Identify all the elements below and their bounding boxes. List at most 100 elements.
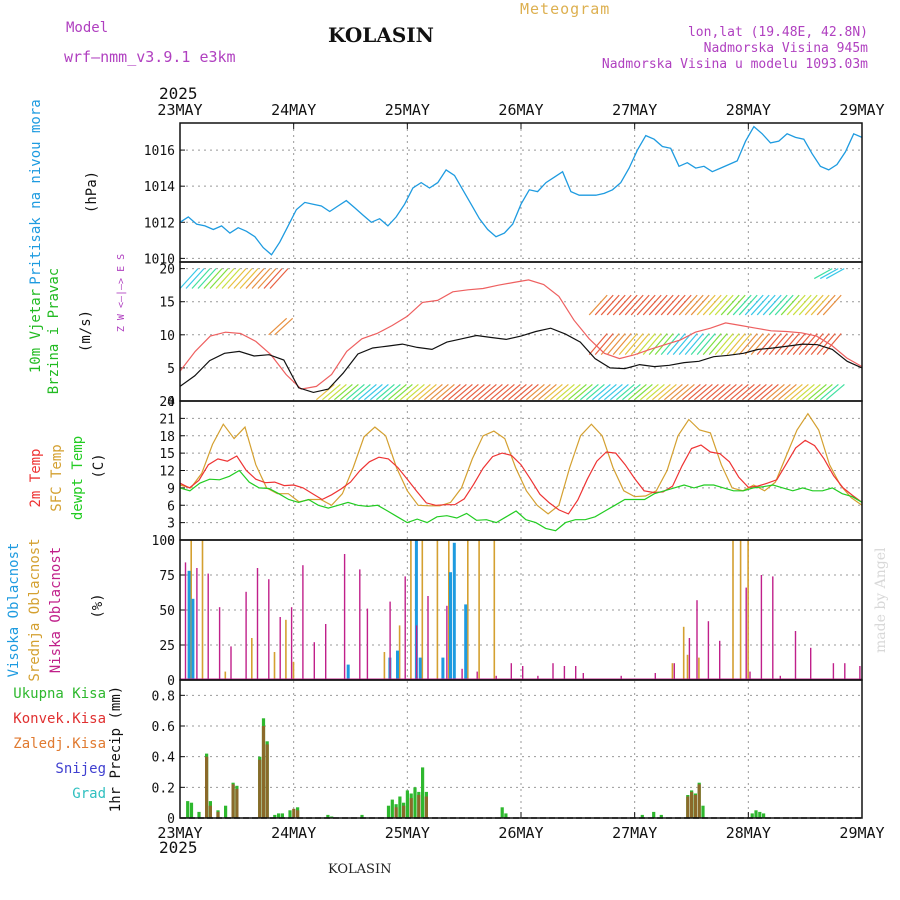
y-tick-label: 0 bbox=[167, 534, 175, 549]
precip-legend-4: Grad bbox=[72, 786, 106, 802]
mid-cloud-bar bbox=[398, 625, 401, 680]
wind-axis-label-a: 10m Vjetar bbox=[28, 289, 44, 373]
y-tick-label: 1010 bbox=[144, 252, 175, 267]
precip-conv-bar bbox=[208, 805, 212, 818]
wind-barb bbox=[624, 333, 644, 356]
wind-barb bbox=[672, 294, 692, 316]
precip-conv-bar bbox=[258, 759, 262, 818]
low-cloud-bar bbox=[207, 573, 209, 680]
low-cloud-bar bbox=[476, 671, 478, 680]
y-tick-label: 0 bbox=[167, 812, 175, 827]
x-tick-label-bottom: 27MAY bbox=[612, 824, 657, 842]
low-cloud-bar bbox=[404, 576, 406, 680]
wind-barb bbox=[209, 268, 229, 289]
x-tick-label-bottom: 24MAY bbox=[271, 824, 316, 842]
wind-barb bbox=[484, 383, 503, 401]
wind-barb bbox=[316, 383, 335, 401]
wind-barb bbox=[436, 383, 455, 401]
wind-barb bbox=[442, 383, 461, 401]
wind-barb bbox=[754, 383, 773, 401]
cloud-unit-label: (%) bbox=[90, 593, 106, 618]
precip-total-bar bbox=[652, 811, 656, 818]
wind-barb bbox=[520, 383, 539, 401]
wind-barb bbox=[678, 333, 698, 356]
wind-barb bbox=[774, 333, 794, 356]
precip-conv-bar bbox=[693, 795, 697, 818]
wind-barb bbox=[678, 294, 698, 316]
wind-barb bbox=[646, 383, 665, 401]
wind-barb bbox=[762, 333, 782, 356]
wind-barb bbox=[556, 383, 575, 401]
y-tick-label: 12 bbox=[159, 465, 175, 480]
low-cloud-bar bbox=[696, 600, 698, 680]
wind-barb bbox=[610, 383, 629, 401]
wind-barb bbox=[658, 383, 677, 401]
low-cloud-bar bbox=[313, 642, 315, 680]
wind-barb bbox=[690, 294, 710, 316]
x-tick-label-top: 29MAY bbox=[839, 101, 884, 119]
precip-total-bar bbox=[421, 767, 425, 818]
mid-cloud-bar bbox=[224, 671, 227, 680]
mid-cloud-bar bbox=[698, 657, 700, 680]
precip-legend-1: Konvek.Kisa bbox=[13, 711, 106, 727]
wind-barb bbox=[780, 333, 800, 356]
y-tick-label: 1012 bbox=[144, 216, 175, 231]
high-cloud-bar bbox=[414, 540, 418, 680]
wind-barb bbox=[750, 294, 770, 316]
wind-barb bbox=[648, 333, 668, 356]
precip-total-bar bbox=[398, 796, 402, 818]
low-cloud-bar bbox=[256, 568, 259, 680]
wind-barb bbox=[640, 383, 659, 401]
wind-barb bbox=[780, 294, 800, 316]
precip-total-bar bbox=[754, 810, 758, 818]
low-cloud-bar bbox=[859, 666, 861, 680]
wind-barb bbox=[666, 294, 686, 316]
model-label: Model bbox=[66, 20, 109, 36]
low-cloud-bar bbox=[366, 608, 369, 680]
wind-barb bbox=[568, 383, 587, 401]
wind-barb bbox=[580, 383, 599, 401]
station-title: KOLASIN bbox=[328, 23, 434, 47]
wind-barb bbox=[682, 383, 701, 401]
credit: made by Angel bbox=[873, 547, 889, 654]
precip-total-bar bbox=[197, 811, 201, 818]
wind-barb bbox=[628, 383, 647, 401]
mid-cloud-bar bbox=[190, 540, 192, 680]
wind-barb bbox=[814, 383, 833, 401]
y-tick-label: 18 bbox=[159, 430, 175, 445]
wind-barb bbox=[340, 383, 359, 401]
x-tick-label-bottom: 25MAY bbox=[385, 824, 430, 842]
mid-cloud-bar bbox=[493, 540, 496, 680]
x-tick-label-top: 28MAY bbox=[726, 101, 771, 119]
precip-conv-bar bbox=[265, 744, 269, 818]
low-cloud-bar bbox=[427, 596, 429, 680]
precip-conv-bar bbox=[424, 796, 428, 818]
low-cloud-bar bbox=[389, 601, 391, 680]
precip-conv-bar bbox=[296, 810, 300, 818]
precip-legend-0: Ukupna Kisa bbox=[13, 686, 106, 702]
wind-barb bbox=[274, 317, 294, 336]
precip-legend-2: Zaledj.Kisa bbox=[13, 736, 106, 752]
low-cloud-bar bbox=[446, 605, 448, 680]
wind-barb bbox=[604, 383, 623, 401]
sfc-temp-axis-label: SFC Temp bbox=[49, 444, 65, 511]
wind-barb bbox=[606, 294, 626, 316]
wind-barb bbox=[460, 383, 479, 401]
low-cloud-bar bbox=[196, 568, 198, 680]
wind-barb bbox=[400, 383, 419, 401]
wind-barb bbox=[424, 383, 443, 401]
wind-barb bbox=[269, 268, 289, 289]
mid-cloud-bar bbox=[410, 540, 412, 680]
wind-barb bbox=[618, 333, 638, 356]
precip-total-bar bbox=[224, 805, 228, 818]
low-cloud-bar bbox=[218, 607, 221, 680]
low-cloud-bar bbox=[495, 675, 497, 680]
lonlat-info: lon,lat (19.48E, 42.8N) bbox=[687, 25, 868, 40]
wind-barb bbox=[690, 333, 710, 356]
wind-barb bbox=[714, 294, 734, 316]
wind-barb bbox=[203, 268, 223, 289]
pressure-line bbox=[179, 125, 863, 256]
high-cloud-bar bbox=[396, 650, 399, 680]
wind-barb bbox=[215, 268, 235, 289]
